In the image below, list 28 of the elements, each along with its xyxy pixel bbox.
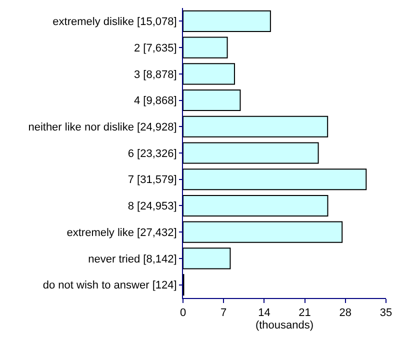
bar [183, 248, 231, 270]
bar [183, 89, 241, 112]
x-tick-label: 7 [220, 307, 227, 320]
y-tick-label: 4 [9,868] [134, 95, 177, 108]
y-tick-label: never tried [8,142] [88, 253, 177, 266]
bar [183, 142, 319, 164]
bar [183, 63, 235, 85]
bar [183, 36, 228, 58]
bar [183, 116, 328, 138]
y-tick-label: 7 [31,579] [128, 174, 177, 186]
bar [183, 168, 367, 190]
bar [183, 221, 343, 243]
y-tick-label: 8 [24,953] [128, 200, 177, 213]
x-tick-label: 14 [258, 307, 270, 320]
y-tick-label: extremely like [27,432] [66, 226, 177, 239]
y-tick-label: extremely dislike [15,078] [52, 16, 177, 28]
bar [183, 194, 328, 217]
x-tick-label: 28 [339, 307, 352, 320]
x-tick-label: 0 [180, 307, 186, 320]
y-tick-label: neither like nor dislike [24,928] [28, 121, 177, 134]
bar [183, 10, 271, 32]
x-tick-label: 35 [380, 307, 392, 320]
y-tick-label: 2 [7,635] [134, 42, 177, 54]
x-axis-title: (thousands) [255, 319, 314, 332]
y-tick-label: do not wish to answer [124] [42, 280, 177, 292]
y-tick-label: 3 [8,878] [134, 68, 177, 81]
x-tick-label: 21 [298, 307, 311, 320]
y-tick-label: 6 [23,326] [128, 148, 177, 160]
